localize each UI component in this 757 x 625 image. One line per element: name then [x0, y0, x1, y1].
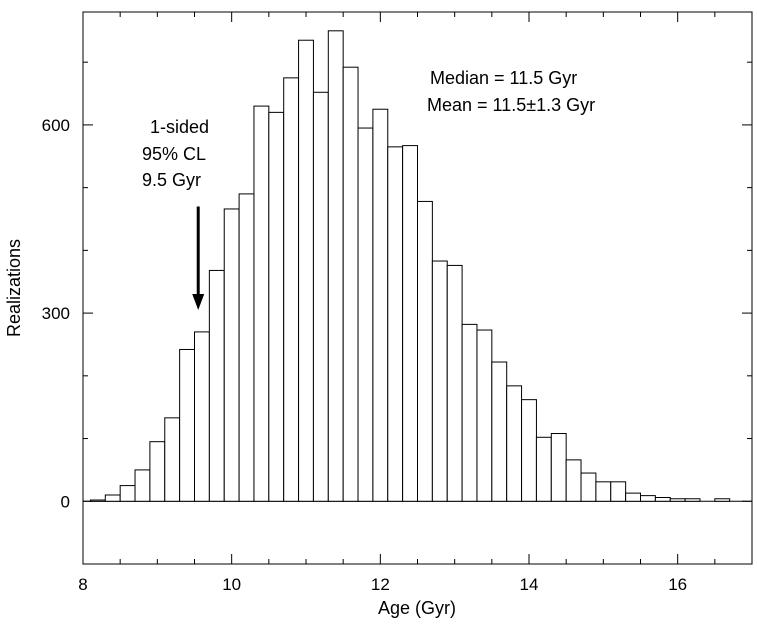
histogram-bars [89, 30, 731, 502]
histogram-bar [283, 77, 300, 502]
cl-arrow [192, 206, 205, 310]
histogram-bar [595, 481, 612, 502]
histogram-bar [669, 498, 686, 502]
x-tick-label: 16 [668, 575, 687, 594]
y-tick-label: 0 [61, 492, 70, 511]
histogram-bar [476, 329, 493, 502]
histogram-bar [535, 436, 552, 502]
cl-annotation-line1: 1-sided [150, 117, 209, 137]
histogram-bar [342, 66, 359, 502]
histogram-bar [610, 481, 627, 502]
x-tick-label: 8 [78, 575, 87, 594]
histogram-bar [521, 399, 537, 502]
histogram-bar [417, 200, 433, 502]
histogram-bar [431, 260, 448, 502]
mean-annotation: Mean = 11.5±1.3 Gyr [427, 95, 595, 115]
histogram-bar [491, 361, 508, 502]
histogram-bar [119, 485, 136, 502]
y-tick-label: 600 [42, 116, 70, 135]
histogram-bar [312, 91, 329, 502]
histogram-bar [223, 208, 240, 502]
cl-arrow-head [192, 293, 205, 310]
x-tick-labels: 8 10 12 14 16 [78, 575, 687, 594]
histogram-bar [372, 108, 389, 502]
histogram-bar [714, 498, 731, 502]
histogram-bar [164, 417, 181, 502]
histogram-bar [104, 494, 121, 502]
histogram-bar [684, 498, 701, 502]
cl-annotation-line3: 9.5 Gyr [142, 170, 201, 190]
histogram-bar [208, 269, 225, 502]
histogram-bar [179, 348, 195, 502]
x-tick-label: 12 [371, 575, 390, 594]
histogram-bar [640, 495, 656, 502]
histogram-bar [298, 39, 314, 502]
y-tick-labels: 0 300 600 [42, 116, 70, 511]
histogram-bar [268, 111, 285, 502]
histogram-bar [134, 469, 151, 502]
histogram-bar [565, 459, 582, 502]
histogram-bar [550, 433, 567, 502]
y-tick-label: 300 [42, 304, 70, 323]
y-axis-title: Realizations [4, 239, 24, 337]
histogram-bar [327, 30, 344, 502]
axis-ticks [82, 12, 753, 565]
histogram-bar [89, 499, 106, 502]
cl-annotation-line2: 95% CL [142, 144, 206, 164]
x-tick-label: 10 [222, 575, 241, 594]
median-annotation: Median = 11.5 Gyr [430, 68, 577, 88]
histogram-bar [149, 441, 166, 502]
histogram-bar [194, 331, 210, 502]
x-tick-label: 14 [520, 575, 539, 594]
histogram-bar [461, 323, 478, 502]
histogram-bar [357, 127, 374, 502]
x-axis-title: Age (Gyr) [378, 598, 456, 618]
histogram-bar [387, 146, 404, 502]
histogram-bar [625, 492, 642, 502]
histogram-bar [253, 105, 270, 502]
histogram-bar [402, 145, 418, 502]
histogram-bar [580, 472, 597, 502]
histogram-bar [446, 264, 463, 502]
histogram-bar [654, 497, 671, 502]
histogram-bar [238, 193, 255, 502]
histogram-bar [506, 385, 523, 502]
